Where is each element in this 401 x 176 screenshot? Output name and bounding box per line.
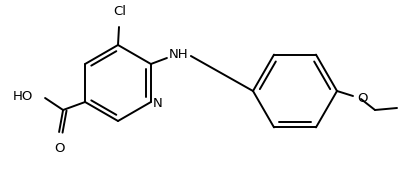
Text: O: O bbox=[54, 142, 64, 155]
Text: N: N bbox=[153, 96, 163, 109]
Text: NH: NH bbox=[169, 48, 189, 61]
Text: O: O bbox=[357, 92, 367, 105]
Text: HO: HO bbox=[13, 90, 33, 102]
Text: Cl: Cl bbox=[113, 5, 126, 18]
